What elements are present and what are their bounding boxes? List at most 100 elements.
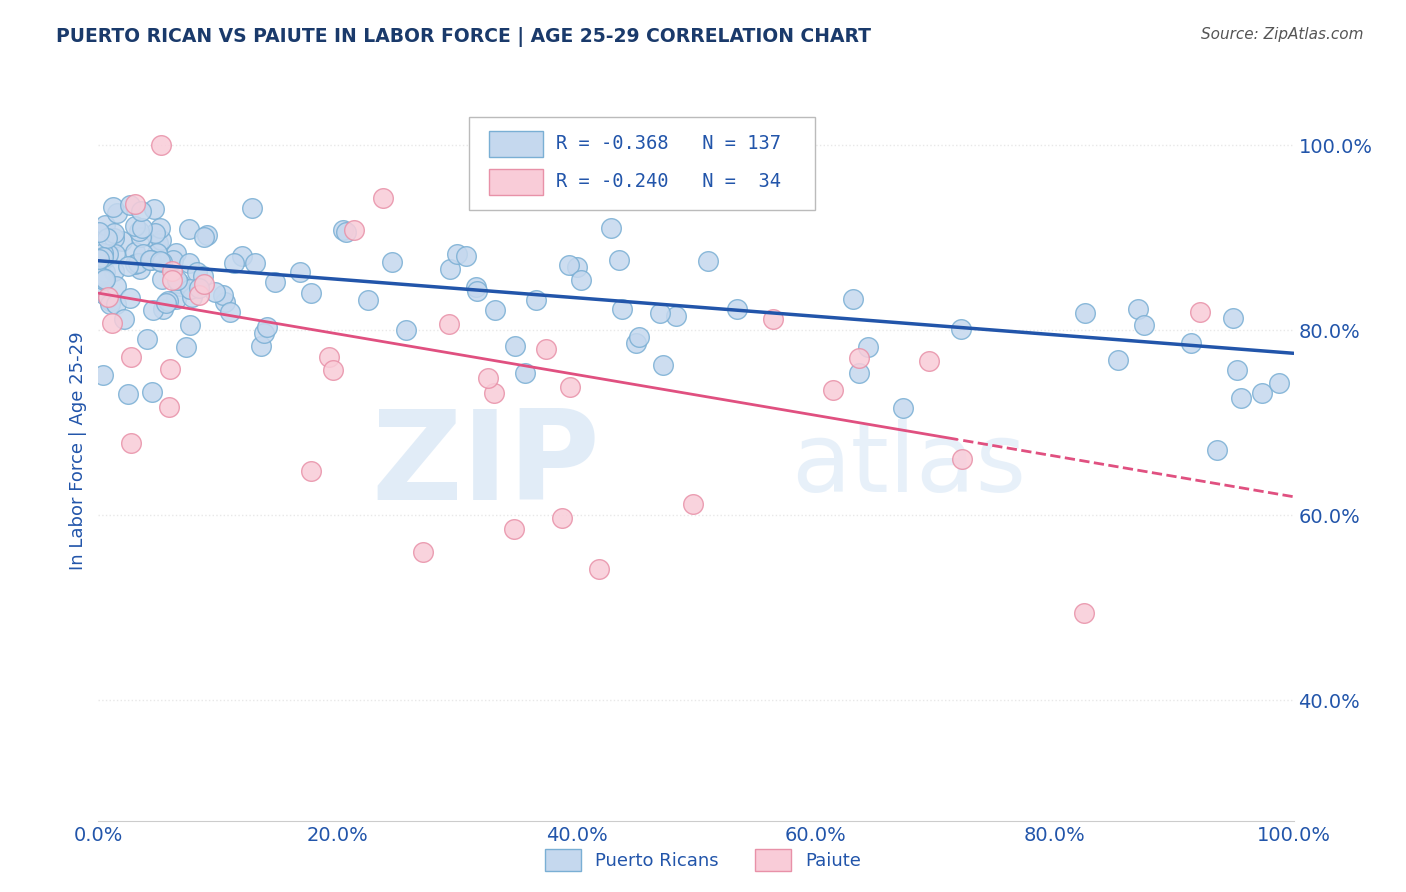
- Point: [332, 223, 354, 237]
- Point: [143, 227, 166, 241]
- Point: [103, 264, 125, 278]
- Point: [1128, 302, 1150, 317]
- Point: [129, 229, 152, 244]
- Point: [222, 256, 245, 270]
- Point: [131, 221, 153, 235]
- Point: [120, 350, 142, 364]
- Point: [165, 246, 187, 260]
- Point: [139, 252, 162, 267]
- Point: [381, 254, 404, 268]
- Point: [627, 329, 650, 343]
- Point: [264, 275, 287, 289]
- Point: [477, 371, 499, 385]
- Point: [186, 264, 208, 278]
- Point: [318, 350, 340, 364]
- Point: [165, 293, 187, 307]
- Point: [588, 561, 610, 575]
- Point: [1226, 363, 1249, 377]
- Point: [513, 366, 536, 380]
- Point: [129, 262, 152, 277]
- Point: [373, 191, 395, 205]
- Point: [446, 247, 468, 261]
- Point: [725, 302, 748, 317]
- Point: [395, 323, 418, 337]
- Point: [191, 269, 214, 284]
- Point: [949, 322, 972, 336]
- Point: [159, 362, 181, 376]
- Point: [124, 244, 146, 259]
- Point: [465, 284, 488, 298]
- Bar: [489, 130, 543, 156]
- Point: [204, 285, 226, 300]
- Point: [179, 282, 201, 296]
- Point: [626, 336, 648, 351]
- Point: [162, 273, 184, 287]
- Point: [560, 379, 582, 393]
- Point: [150, 272, 173, 286]
- Point: [343, 222, 366, 236]
- Point: [157, 294, 180, 309]
- Point: [856, 340, 879, 354]
- Point: [117, 259, 139, 273]
- Point: [124, 219, 146, 233]
- Point: [821, 383, 844, 397]
- Point: [439, 261, 461, 276]
- Point: [1206, 442, 1229, 457]
- Point: [135, 332, 157, 346]
- Point: [696, 254, 718, 268]
- Point: [146, 245, 169, 260]
- Point: [484, 303, 506, 318]
- Point: [157, 401, 180, 415]
- Point: [193, 277, 215, 291]
- Point: [918, 354, 941, 368]
- Point: [166, 273, 188, 287]
- Point: [1222, 311, 1244, 326]
- Point: [129, 204, 152, 219]
- Point: [87, 268, 110, 283]
- Point: [101, 316, 124, 330]
- Point: [682, 497, 704, 511]
- Point: [90, 267, 112, 281]
- Point: [91, 250, 114, 264]
- Point: [128, 224, 150, 238]
- Point: [152, 255, 174, 269]
- Point: [146, 235, 169, 250]
- Point: [299, 464, 322, 478]
- Point: [219, 304, 242, 318]
- Point: [610, 302, 633, 317]
- Point: [117, 387, 139, 401]
- Point: [93, 218, 115, 232]
- Point: [141, 384, 163, 399]
- Point: [245, 256, 267, 270]
- Point: [167, 276, 190, 290]
- Point: [193, 230, 215, 244]
- Point: [550, 511, 572, 525]
- Point: [120, 198, 142, 212]
- Point: [94, 251, 117, 265]
- Point: [569, 273, 592, 287]
- Point: [197, 227, 219, 242]
- FancyBboxPatch shape: [470, 118, 815, 210]
- Point: [105, 205, 128, 219]
- Point: [103, 226, 125, 240]
- Point: [97, 246, 120, 260]
- Point: [842, 293, 865, 307]
- Point: [180, 289, 202, 303]
- Point: [103, 231, 125, 245]
- Point: [1107, 353, 1129, 368]
- Point: [142, 302, 165, 317]
- Point: [145, 246, 167, 260]
- Point: [322, 363, 344, 377]
- Point: [335, 225, 357, 239]
- Point: [214, 294, 236, 309]
- Point: [93, 271, 115, 285]
- Point: [558, 258, 581, 272]
- Point: [94, 265, 117, 279]
- Point: [357, 293, 380, 307]
- Point: [1188, 305, 1211, 319]
- Point: [143, 202, 166, 216]
- Point: [484, 386, 506, 401]
- Point: [124, 197, 146, 211]
- Point: [848, 366, 870, 380]
- Legend: Puerto Ricans, Paiute: Puerto Ricans, Paiute: [537, 842, 869, 879]
